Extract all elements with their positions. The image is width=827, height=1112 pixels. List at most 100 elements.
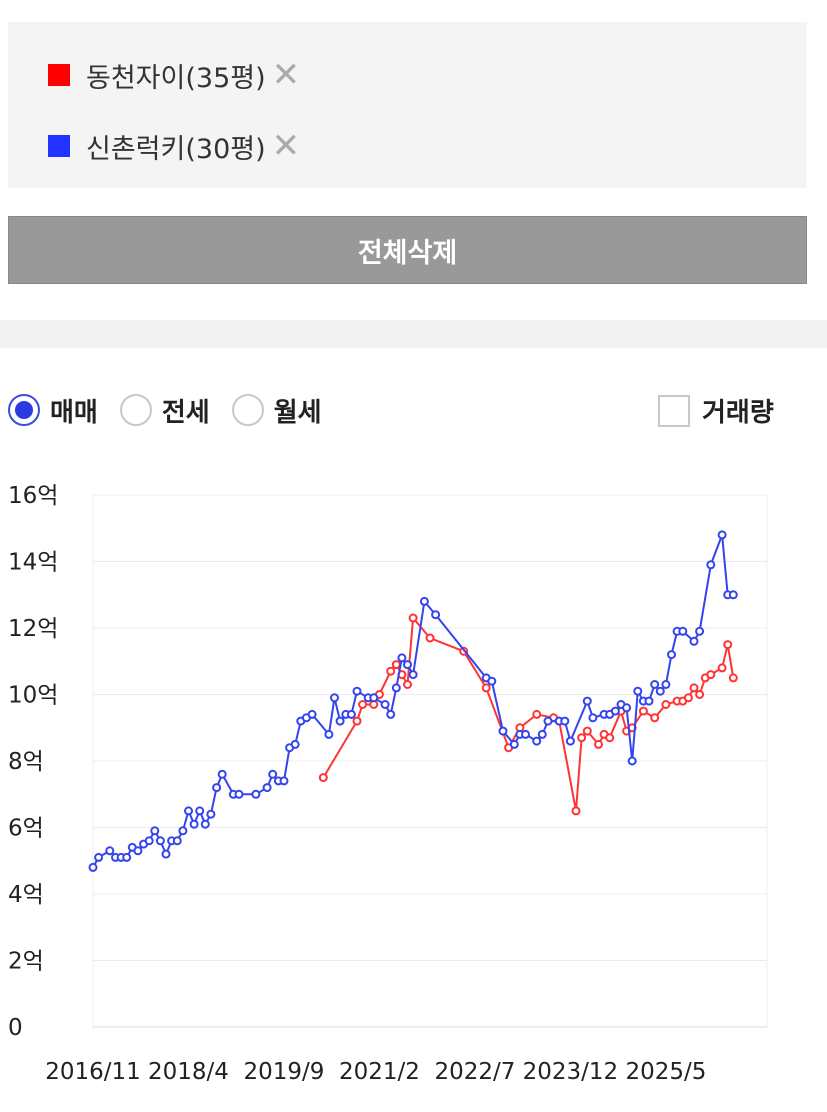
data-point (661, 680, 671, 689)
data-point (723, 640, 733, 650)
data-point (560, 716, 570, 726)
series-color-swatch (48, 135, 70, 157)
y-tick-label: 14억 (8, 550, 58, 576)
radio-label: 전세 (161, 397, 210, 428)
price-chart: 0 2억 4억 6억 8억 10억 12억 14억 16억 2016/11 2018/4 2019/9… (8, 483, 768, 1085)
data-point (403, 680, 412, 689)
y-tick-label: 0 (8, 1015, 23, 1041)
data-point (279, 776, 289, 786)
data-point (172, 836, 182, 846)
data-point (594, 739, 603, 749)
compare-item: 신촌럭키(30평) ✕ (48, 126, 300, 166)
data-point (335, 716, 345, 726)
data-point (689, 683, 699, 693)
data-point (358, 700, 368, 709)
data-point (330, 693, 339, 703)
data-point (391, 683, 401, 693)
data-point (695, 626, 705, 636)
y-tick-label: 2억 (8, 949, 44, 975)
data-point (184, 806, 193, 816)
data-point (307, 709, 317, 719)
radio-monthly-rent[interactable]: 월세 (231, 392, 322, 429)
compare-item-label: 동천자이(35평) (86, 62, 266, 94)
y-tick-label: 8억 (8, 749, 44, 775)
data-point (638, 706, 648, 716)
series-color-swatch (48, 64, 70, 86)
x-tick-label: 2023/12 (523, 1059, 619, 1085)
data-point (94, 852, 104, 862)
radio-jeonse[interactable]: 전세 (119, 392, 210, 429)
y-tick-label: 16억 (8, 483, 58, 509)
compare-item: 동천자이(35평) ✕ (48, 55, 300, 95)
data-point (532, 709, 542, 719)
data-point (644, 696, 654, 706)
data-point (650, 713, 660, 723)
data-point (537, 729, 547, 739)
x-tick-label: 2025/5 (625, 1059, 706, 1085)
data-point (571, 806, 581, 816)
data-point (622, 703, 632, 713)
data-point (588, 713, 598, 723)
data-point (728, 673, 738, 683)
clear-all-button[interactable]: 전체삭제 (8, 216, 807, 284)
data-point (509, 739, 519, 749)
compare-item-label: 신촌럭키(30평) (86, 133, 266, 165)
close-icon[interactable]: ✕ (271, 55, 301, 95)
volume-checkbox[interactable]: 거래량 (658, 392, 774, 429)
radio-icon (8, 394, 40, 426)
data-point (195, 806, 205, 816)
data-point (683, 693, 693, 703)
radio-sale[interactable]: 매매 (8, 392, 98, 429)
radio-label: 매매 (50, 397, 98, 428)
data-point (667, 650, 676, 660)
data-point (178, 826, 188, 836)
data-point (565, 736, 575, 746)
data-point (251, 789, 261, 799)
data-point (150, 826, 160, 836)
data-point (217, 769, 227, 779)
compare-list: 동천자이(35평) ✕ 신촌럭키(30평) ✕ (8, 22, 807, 188)
y-tick-label: 6억 (8, 816, 44, 842)
x-tick-label: 2016/11 (45, 1059, 141, 1085)
data-point (655, 686, 665, 696)
checkbox-icon (658, 394, 690, 427)
data-point (408, 613, 418, 623)
data-point (200, 819, 210, 829)
close-icon[interactable]: ✕ (271, 126, 301, 166)
data-point (577, 733, 587, 743)
data-point (650, 680, 660, 689)
data-point (633, 686, 643, 696)
data-point (498, 726, 508, 736)
data-point (706, 670, 716, 680)
data-point (318, 773, 328, 783)
data-point (728, 590, 738, 600)
data-point (717, 530, 727, 540)
data-point (543, 716, 553, 726)
data-point (610, 706, 620, 716)
radio-icon (119, 394, 152, 426)
data-point (386, 709, 396, 719)
data-point (290, 739, 300, 749)
data-point (582, 726, 592, 736)
data-point (352, 716, 362, 726)
data-point (678, 626, 688, 636)
data-point (706, 560, 716, 570)
data-point (122, 852, 132, 862)
volume-label: 거래량 (702, 398, 774, 428)
data-point (105, 846, 115, 856)
data-point (521, 729, 530, 739)
data-point (408, 670, 418, 680)
data-point (481, 683, 491, 693)
x-tick-label: 2022/7 (434, 1059, 515, 1085)
x-tick-label: 2018/4 (148, 1059, 229, 1085)
radio-label: 월세 (273, 397, 322, 428)
data-point (189, 819, 199, 829)
data-point (144, 836, 154, 846)
data-point (661, 700, 671, 709)
section-divider (0, 320, 827, 348)
data-point (268, 769, 278, 779)
data-point (431, 610, 441, 620)
x-tick-label: 2021/2 (339, 1059, 420, 1085)
data-point (487, 676, 497, 686)
data-point (234, 789, 244, 799)
